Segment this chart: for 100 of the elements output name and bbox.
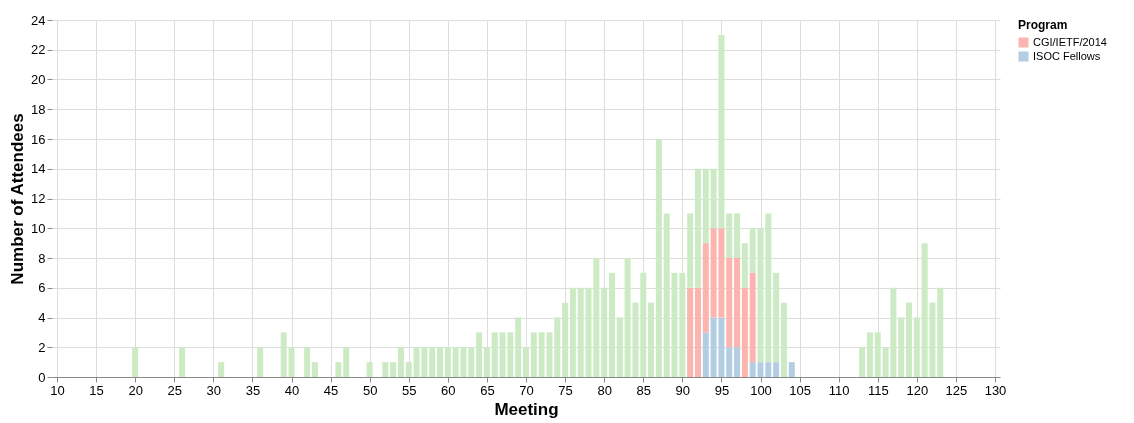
bar bbox=[687, 213, 694, 288]
bar bbox=[687, 287, 694, 377]
legend-label: CGI/IETF/2014 bbox=[1033, 35, 1107, 48]
x-tick-label: 80 bbox=[597, 382, 612, 398]
bar bbox=[523, 347, 529, 377]
x-tick-label: 90 bbox=[675, 382, 691, 398]
bar bbox=[608, 272, 615, 377]
bar bbox=[773, 272, 780, 363]
bar bbox=[218, 362, 225, 377]
x-tick-label: 125 bbox=[945, 382, 968, 398]
bar bbox=[483, 347, 490, 377]
bar bbox=[734, 347, 741, 377]
bar bbox=[788, 362, 795, 377]
bar bbox=[702, 168, 709, 244]
y-tick-label: 18 bbox=[31, 101, 46, 117]
bar bbox=[859, 347, 866, 377]
bar bbox=[468, 347, 475, 377]
x-tick-label: 105 bbox=[789, 382, 811, 398]
y-tick-label: 12 bbox=[31, 191, 46, 206]
bar bbox=[491, 332, 498, 377]
x-tick-label: 10 bbox=[50, 382, 65, 398]
bar bbox=[390, 362, 397, 377]
x-tick-label: 75 bbox=[558, 382, 573, 398]
bar bbox=[577, 287, 584, 377]
x-tick-label: 70 bbox=[519, 382, 534, 398]
x-tick-label: 130 bbox=[984, 382, 1007, 398]
bar bbox=[906, 302, 913, 377]
bar bbox=[601, 287, 608, 377]
bar bbox=[655, 139, 662, 377]
x-tick-label: 60 bbox=[441, 382, 456, 398]
y-tick-label: 20 bbox=[31, 72, 46, 87]
y-tick-label: 14 bbox=[31, 161, 46, 177]
y-axis-title: Number of Attendees bbox=[8, 113, 28, 285]
bar bbox=[694, 168, 701, 288]
bar bbox=[741, 243, 748, 288]
bar bbox=[749, 272, 756, 363]
bar bbox=[616, 317, 623, 377]
bar bbox=[749, 362, 756, 377]
bar bbox=[898, 317, 905, 377]
x-tick-label: 85 bbox=[636, 382, 651, 398]
legend-label: ISOC Fellows bbox=[1033, 49, 1101, 62]
bar bbox=[734, 258, 741, 348]
x-tick-label: 50 bbox=[362, 382, 378, 398]
bar bbox=[530, 332, 537, 377]
bar bbox=[257, 347, 264, 377]
x-tick-label: 115 bbox=[867, 382, 889, 398]
bar bbox=[405, 362, 412, 377]
bar bbox=[437, 347, 444, 377]
bar bbox=[780, 302, 787, 377]
x-tick-label: 65 bbox=[480, 382, 495, 398]
bar bbox=[726, 213, 733, 258]
bar bbox=[444, 347, 451, 377]
x-tick-label: 20 bbox=[128, 382, 143, 398]
bar bbox=[288, 347, 295, 377]
x-tick-label: 35 bbox=[245, 382, 261, 398]
x-tick-label: 40 bbox=[284, 382, 300, 398]
x-tick-label: 30 bbox=[206, 382, 222, 398]
bar bbox=[366, 362, 373, 377]
x-tick-label: 120 bbox=[906, 382, 929, 398]
y-tick-label: 24 bbox=[31, 12, 46, 28]
bar bbox=[741, 287, 748, 377]
bar bbox=[694, 287, 701, 377]
bar bbox=[429, 347, 436, 377]
bar bbox=[937, 287, 944, 377]
y-tick-label: 8 bbox=[38, 250, 46, 266]
x-tick-label: 45 bbox=[323, 382, 339, 398]
bar bbox=[640, 272, 647, 377]
y-tick-label: 4 bbox=[38, 310, 46, 325]
bar bbox=[397, 347, 404, 377]
bar bbox=[773, 362, 780, 377]
bar bbox=[726, 347, 733, 377]
bar bbox=[648, 302, 655, 377]
bar bbox=[702, 243, 709, 333]
x-tick-label: 100 bbox=[750, 382, 772, 398]
bar bbox=[749, 228, 756, 273]
bar bbox=[702, 332, 709, 377]
bar bbox=[304, 347, 311, 377]
bar bbox=[554, 317, 561, 377]
bar bbox=[515, 317, 522, 377]
x-tick-label: 25 bbox=[167, 382, 182, 398]
x-tick-label: 55 bbox=[402, 382, 417, 398]
x-tick-label: 95 bbox=[714, 382, 730, 398]
y-tick-label: 10 bbox=[31, 220, 46, 236]
bar bbox=[874, 332, 881, 377]
bar bbox=[913, 317, 920, 377]
bar bbox=[734, 213, 741, 258]
y-tick-label: 2 bbox=[38, 339, 46, 355]
y-tick-label: 6 bbox=[38, 280, 46, 296]
x-tick-label: 15 bbox=[89, 382, 104, 398]
y-tick-label: 22 bbox=[31, 42, 46, 58]
legend-title: Program bbox=[1018, 18, 1068, 32]
bar bbox=[179, 347, 186, 377]
x-tick-label: 110 bbox=[828, 382, 850, 398]
bar bbox=[726, 258, 733, 348]
bar bbox=[311, 362, 318, 377]
bar bbox=[280, 332, 287, 377]
bar bbox=[476, 332, 483, 377]
bar bbox=[569, 287, 576, 377]
bar bbox=[382, 362, 389, 377]
y-tick-label: 16 bbox=[31, 131, 46, 147]
